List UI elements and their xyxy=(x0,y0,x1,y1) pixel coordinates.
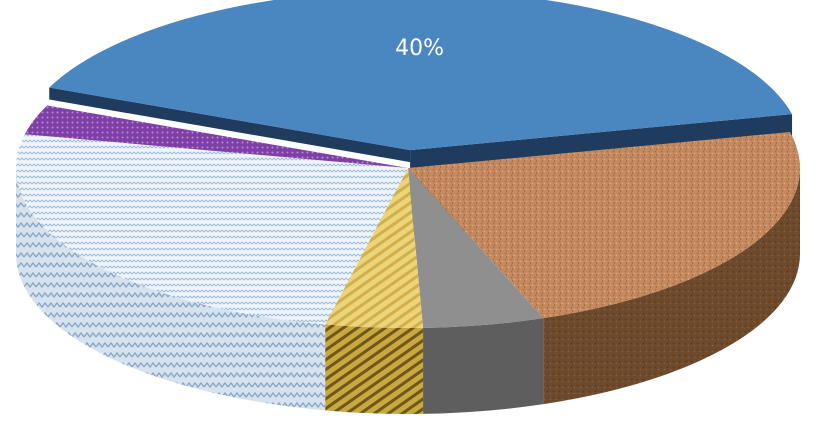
pie-slice-2 xyxy=(408,168,544,328)
pie-slice-label-0: 40% xyxy=(395,36,444,61)
pie-slice-side-2 xyxy=(423,318,544,414)
pie-slice-side-3 xyxy=(325,324,424,415)
pie-slice-4 xyxy=(16,134,409,325)
pie-slice-0 xyxy=(49,0,793,151)
pie-slice-side-1 xyxy=(543,168,800,405)
pie-slice-5 xyxy=(24,105,409,168)
pie-slice-1 xyxy=(408,132,800,319)
pie-slice-side-4 xyxy=(16,168,326,411)
pie-slice-cut-0 xyxy=(49,87,411,163)
pie-slice-3 xyxy=(325,168,424,329)
